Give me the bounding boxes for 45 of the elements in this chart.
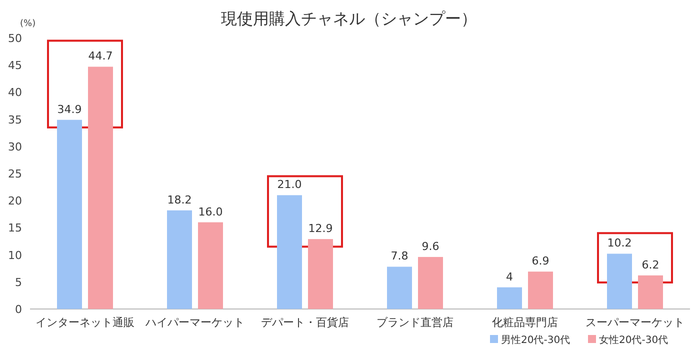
x-tick-label: 化粧品専門店 [492,316,558,329]
data-label: 34.9 [57,102,82,116]
data-label: 18.2 [167,193,192,206]
data-label: 9.6 [422,240,440,253]
y-tick-label: 20 [8,194,22,208]
bar [638,275,663,309]
data-label: 6.2 [642,258,660,272]
x-tick-label: デパート・百貨店 [261,316,349,329]
bar [57,120,82,309]
bar [198,222,223,309]
bar [418,256,443,309]
bar [607,254,632,309]
chart-title: 現使用購入チャネル（シャンプー） [221,9,477,28]
data-label: 44.7 [88,50,113,63]
bar [497,287,522,309]
data-label: 21.0 [277,178,302,192]
data-label: 10.2 [607,236,632,250]
y-tick-label: 25 [8,168,22,180]
bar [387,266,412,309]
x-tick-label: ブランド直営店 [376,316,454,329]
data-label: 6.9 [532,254,550,268]
y-tick-label: 50 [8,32,22,45]
y-tick-label: 5 [15,276,22,289]
data-label: 12.9 [308,222,333,236]
y-tick-label: 0 [15,303,22,316]
data-label: 7.8 [390,250,408,263]
bar [88,66,113,309]
bar [277,195,302,309]
y-tick-label: 45 [8,59,22,72]
y-tick-label: 30 [8,140,22,154]
y-axis-title: (%) [20,19,36,29]
bar [308,239,333,309]
y-tick-label: 40 [8,86,22,100]
y-tick-label: 35 [8,113,22,126]
data-label: 16.0 [198,205,223,218]
y-tick-label: 15 [8,222,22,235]
y-tick-label: 10 [8,248,22,262]
x-tick-label: インターネット通販 [36,316,134,329]
legend-label: 男性20代-30代 [501,334,570,346]
data-label: 4 [506,270,513,284]
bar [528,272,553,309]
x-tick-label: スーパーマーケット [586,316,684,329]
bar [167,210,192,309]
legend-label: 女性20代-30代 [599,334,668,346]
x-tick-label: ハイパーマーケット [144,316,244,329]
